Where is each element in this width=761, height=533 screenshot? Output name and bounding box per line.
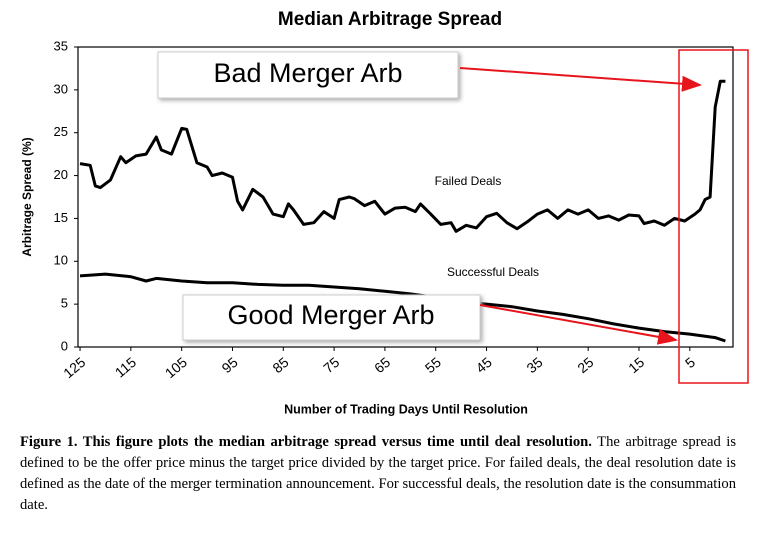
arrow [479, 304, 678, 345]
x-tick-label: 125 [60, 354, 88, 381]
annotation-box [157, 51, 459, 99]
x-tick-label: 65 [371, 354, 393, 376]
data-line [79, 272, 726, 343]
x-tick-label: 105 [162, 354, 190, 381]
x-tick-label: 115 [112, 354, 140, 381]
chart: Median Arbitrage Spread Number of Tradin… [20, 9, 749, 416]
y-tick-label: 15 [54, 210, 68, 225]
x-tick-label: 35 [523, 354, 545, 376]
y-axis-label: Arbitrage Spread (%) [20, 137, 34, 256]
y-tick-label: 25 [54, 124, 68, 139]
y-tick-label: 5 [61, 296, 68, 311]
annotation-box [182, 294, 481, 341]
plot-frame [77, 46, 734, 348]
annotation: Good Merger Arb [227, 300, 434, 330]
x-axis-label: Number of Trading Days Until Resolution [284, 402, 528, 416]
x-tick-label: 25 [574, 354, 596, 376]
y-tick-label: 20 [54, 167, 68, 182]
x-tick-label: 75 [320, 354, 342, 376]
series-label: Successful Deals [447, 265, 539, 279]
caption-bold: Figure 1. This figure plots the median a… [20, 434, 592, 450]
y-tick-label: 0 [61, 338, 68, 353]
x-tick-label: 5 [682, 354, 698, 371]
data-line [79, 79, 726, 233]
arrow [459, 67, 702, 92]
chart-title: Median Arbitrage Spread [278, 9, 502, 30]
y-tick-label: 35 [54, 38, 68, 53]
highlight-box [678, 49, 749, 384]
x-tick-label: 45 [473, 354, 495, 376]
caption-text: The arbitrage spread is defined to be th… [20, 434, 736, 513]
y-tick-label: 30 [54, 81, 68, 96]
x-tick-label: 55 [422, 354, 444, 376]
annotation: Bad Merger Arb [213, 58, 402, 88]
x-tick-label: 85 [269, 354, 291, 376]
caption: Figure 1. This figure plots the median a… [20, 432, 736, 516]
x-tick-label: 15 [625, 354, 647, 376]
x-tick-label: 95 [219, 354, 241, 376]
y-tick-label: 10 [54, 253, 68, 268]
series-label: Failed Deals [435, 174, 502, 188]
